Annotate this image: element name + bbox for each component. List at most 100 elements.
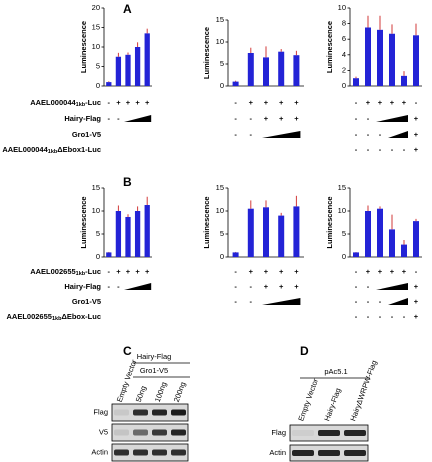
blot-band <box>114 450 129 456</box>
y-tick-label: 0 <box>220 81 224 90</box>
bar <box>413 221 419 257</box>
gradient-ramp <box>124 283 151 290</box>
panel-label: D <box>300 344 309 358</box>
condition-sign: - <box>391 312 394 321</box>
gradient-ramp <box>124 115 151 122</box>
condition-sign: - <box>108 267 111 276</box>
y-tick-label: 10 <box>216 206 224 215</box>
y-tick-label: 2 <box>342 65 346 74</box>
condition-sign: + <box>279 98 284 107</box>
y-tick-label: 10 <box>216 37 224 46</box>
y-tick-label: 6 <box>342 34 346 43</box>
blot-band <box>318 430 340 436</box>
y-tick-label: 0 <box>96 81 100 90</box>
panel-label: A <box>123 2 132 16</box>
blot-band <box>133 430 148 436</box>
y-tick-label: 15 <box>92 22 100 31</box>
y-tick-label: 0 <box>342 252 346 261</box>
blot-band <box>171 410 186 416</box>
condition-sign: - <box>250 114 253 123</box>
bar <box>248 53 254 86</box>
lane-label: 50ng <box>134 385 148 404</box>
gradient-ramp <box>376 283 408 290</box>
condition-sign: - <box>367 130 370 139</box>
label-part: ΔEbox1-Luc <box>57 145 101 154</box>
label-part: Gro1-V5 <box>72 297 101 306</box>
bar <box>106 252 111 257</box>
bar <box>377 209 383 257</box>
y-axis-label: Luminescence <box>325 21 334 73</box>
bar <box>135 211 140 257</box>
blot-row-label: Actin <box>91 447 108 456</box>
condition-sign: - <box>250 297 253 306</box>
bar <box>145 33 150 86</box>
y-tick-label: 5 <box>220 59 224 68</box>
condition-sign: - <box>250 130 253 139</box>
label-part: -Luc <box>85 267 101 276</box>
condition-sign: + <box>126 98 131 107</box>
bar <box>278 52 284 86</box>
bar <box>233 252 239 257</box>
label-part: AAEL002655 <box>30 267 75 276</box>
y-axis-label: Luminescence <box>325 196 334 248</box>
condition-sign: + <box>402 98 407 107</box>
bar <box>389 229 395 257</box>
y-tick-label: 10 <box>92 206 100 215</box>
y-tick-label: 5 <box>342 229 346 238</box>
y-tick-label: 15 <box>216 15 224 24</box>
condition-sign: - <box>415 267 418 276</box>
bar <box>401 245 407 257</box>
y-tick-label: 20 <box>92 3 100 12</box>
condition-sign: - <box>367 312 370 321</box>
bar <box>389 34 395 86</box>
condition-label: Hairy-Flag <box>64 282 101 291</box>
condition-sign: - <box>415 98 418 107</box>
blot-band <box>114 430 129 436</box>
gradient-ramp <box>376 115 408 122</box>
condition-sign: - <box>234 267 237 276</box>
condition-sign: - <box>355 145 358 154</box>
blot-header: pAc5.1 <box>324 367 347 376</box>
y-tick-label: 10 <box>338 206 346 215</box>
condition-sign: - <box>234 98 237 107</box>
bar <box>377 30 383 86</box>
condition-sign: + <box>294 98 299 107</box>
condition-sign: + <box>116 98 121 107</box>
bar <box>278 216 284 257</box>
condition-label: AAEL0000441kbΔEbox1-Luc <box>2 145 101 155</box>
y-tick-label: 15 <box>92 183 100 192</box>
condition-sign: + <box>135 98 140 107</box>
label-part: Hairy-Flag <box>64 282 101 291</box>
blot-row-label: V5 <box>99 427 108 436</box>
lane-label: Empty Vector <box>296 377 320 422</box>
condition-sign: - <box>379 145 382 154</box>
gradient-ramp <box>262 298 300 305</box>
condition-sign: - <box>234 297 237 306</box>
condition-sign: + <box>279 267 284 276</box>
condition-sign: - <box>379 297 382 306</box>
condition-label: AAEL0000441kb-Luc <box>30 98 101 108</box>
condition-sign: - <box>355 282 358 291</box>
gradient-ramp <box>262 131 300 138</box>
y-axis-label: Luminescence <box>202 196 211 248</box>
label-part: AAEL000044 <box>2 145 48 154</box>
condition-sign: + <box>414 297 419 306</box>
bar <box>248 209 254 257</box>
bar <box>116 211 121 257</box>
bar <box>116 57 121 86</box>
y-axis-label: Luminescence <box>79 21 88 73</box>
blot-band <box>292 450 314 456</box>
condition-sign: - <box>355 114 358 123</box>
bar <box>365 211 371 257</box>
bar <box>293 55 299 86</box>
condition-sign: + <box>249 267 254 276</box>
condition-sign: + <box>366 98 371 107</box>
bar <box>263 207 269 257</box>
condition-sign: - <box>234 282 237 291</box>
condition-sign: - <box>234 114 237 123</box>
condition-sign: + <box>414 282 419 291</box>
panel-label: C <box>123 344 132 358</box>
blot-row-label: Actin <box>269 448 286 457</box>
condition-sign: + <box>294 114 299 123</box>
label-part: -Luc <box>85 98 101 107</box>
